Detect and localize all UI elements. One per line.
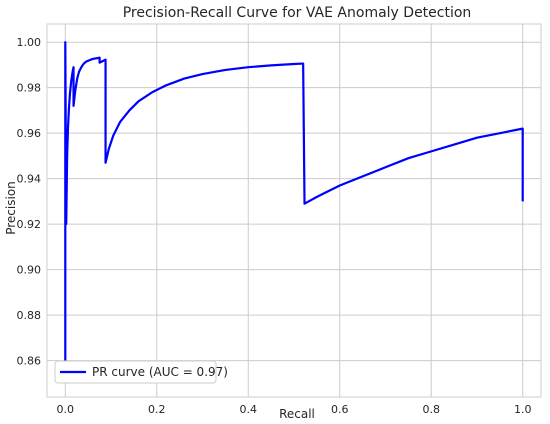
x-tick-label: 0.4 xyxy=(240,403,258,416)
y-tick-label: 0.94 xyxy=(17,173,42,186)
x-tick-label: 1.0 xyxy=(514,403,532,416)
y-tick-labels: 0.86 0.88 0.90 0.92 0.94 0.96 0.98 1.00 xyxy=(17,36,42,367)
y-tick-label: 0.92 xyxy=(17,218,42,231)
pr-curve-line xyxy=(64,41,524,377)
legend-entry-label: PR curve (AUC = 0.97) xyxy=(92,365,228,379)
y-tick-label: 0.96 xyxy=(17,127,42,140)
legend-box xyxy=(54,360,217,384)
x-axis-label: Recall xyxy=(279,407,315,421)
y-tick-label: 0.86 xyxy=(17,355,42,368)
y-tick-label: 0.98 xyxy=(17,82,42,95)
x-tick-label: 0.2 xyxy=(148,403,166,416)
y-tick-label: 0.88 xyxy=(17,309,42,322)
series-lines xyxy=(64,41,524,377)
y-axis-label: Precision xyxy=(4,181,18,235)
y-tick-label: 1.00 xyxy=(17,36,42,49)
grid-lines xyxy=(47,24,541,397)
y-tick-label: 0.90 xyxy=(17,264,42,277)
plot-area-frame xyxy=(46,23,542,398)
x-tick-labels: 0.0 0.2 0.4 0.6 0.8 1.0 xyxy=(57,403,532,416)
legend: PR curve (AUC = 0.97) xyxy=(54,360,228,384)
chart-title: Precision-Recall Curve for VAE Anomaly D… xyxy=(123,5,472,21)
x-tick-label: 0.8 xyxy=(422,403,440,416)
x-tick-label: 0.0 xyxy=(57,403,75,416)
x-tick-label: 0.6 xyxy=(331,403,349,416)
